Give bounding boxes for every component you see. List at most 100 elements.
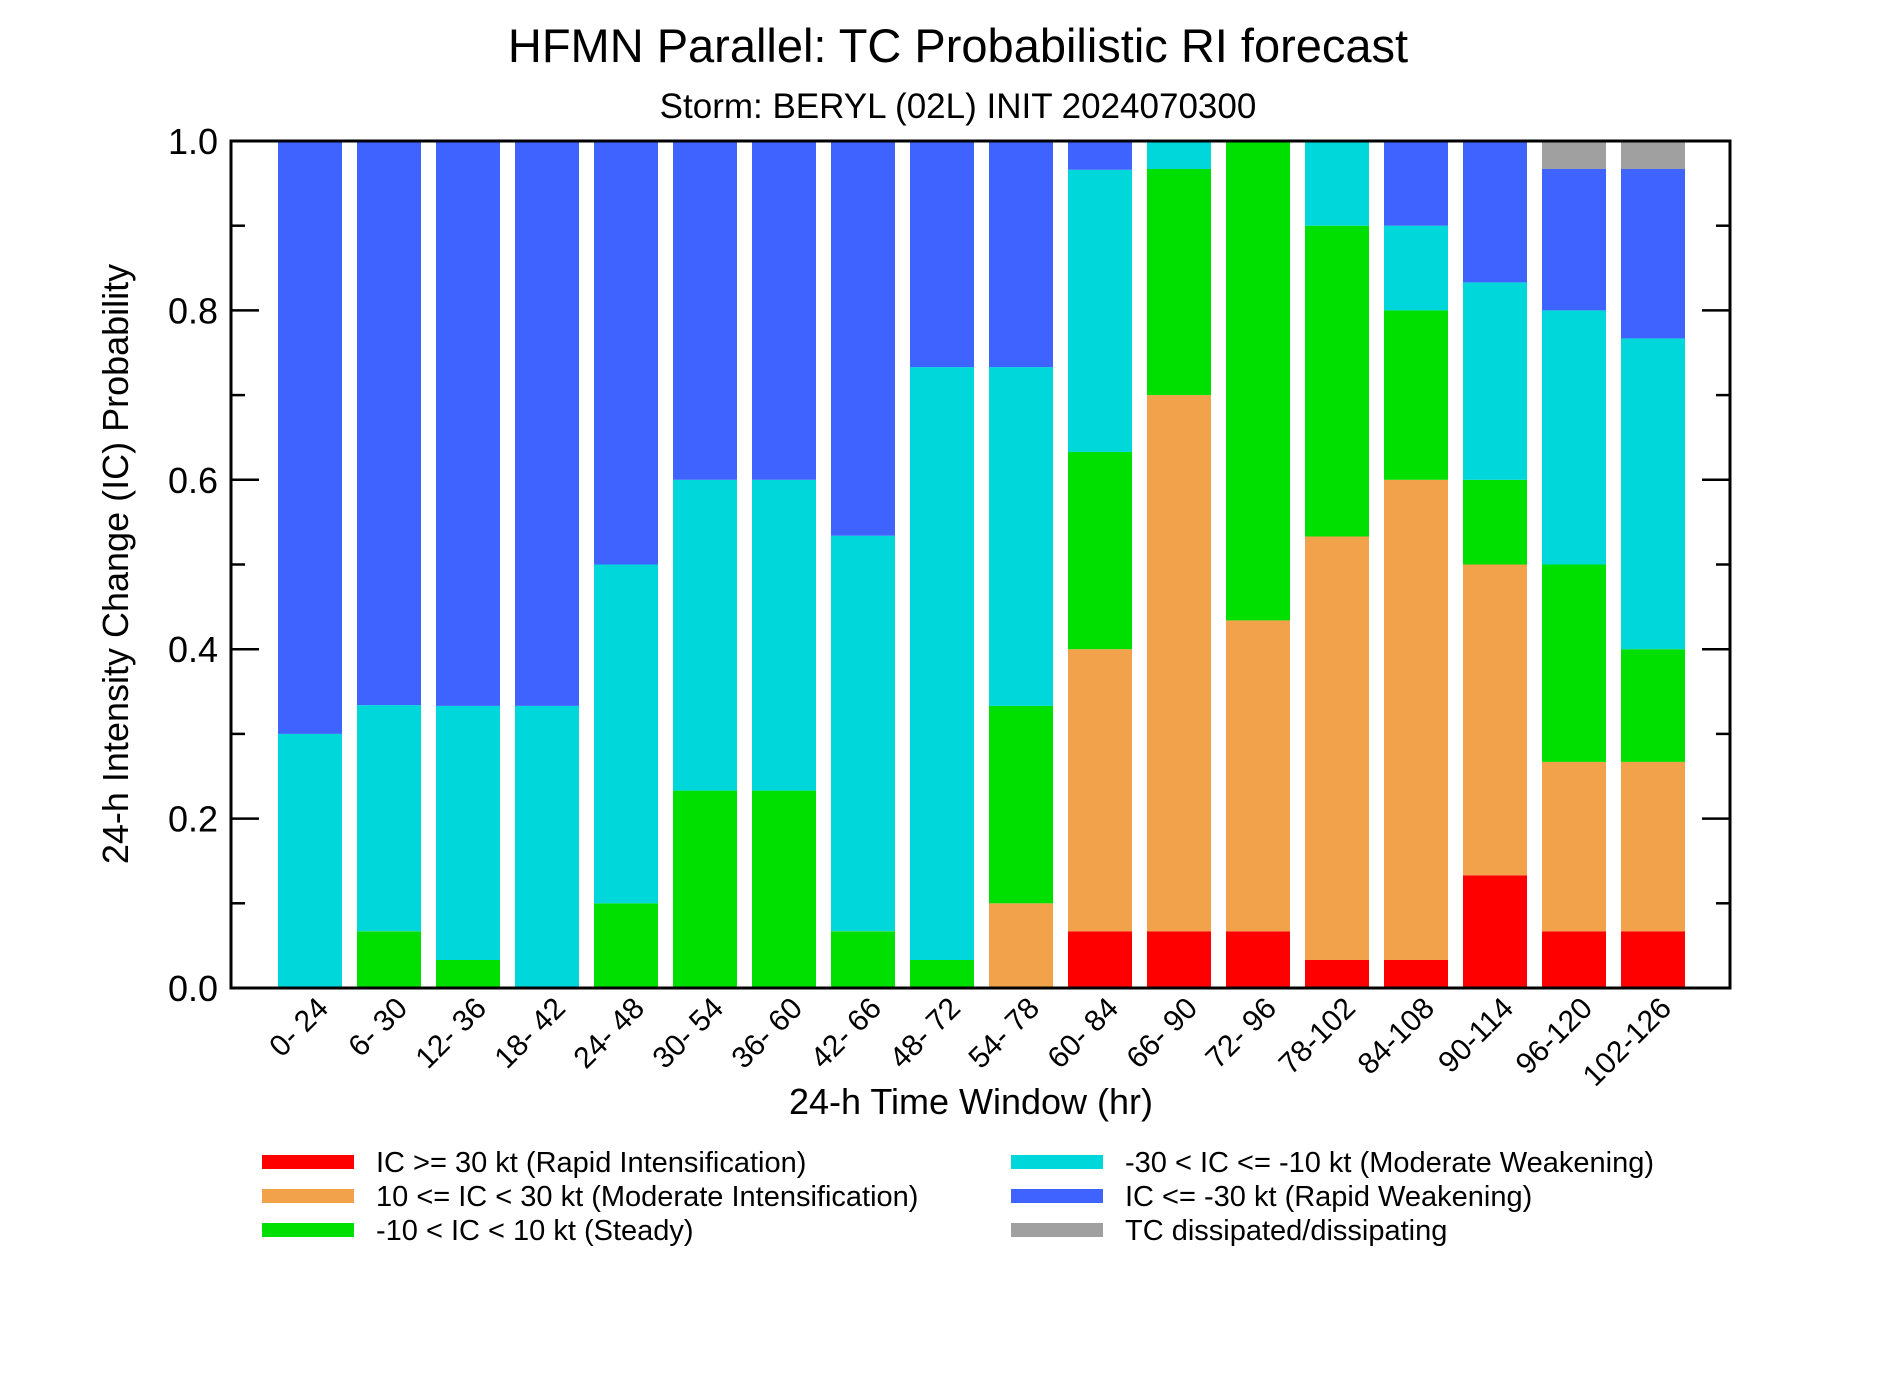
bar-segment-12-series-2 [1226,141,1290,621]
bar-segment-0-series-3 [278,733,342,988]
x-tick-label: 0- 24 [263,992,335,1064]
x-tick-label: 42- 66 [804,992,887,1075]
bar-segment-16-series-3 [1542,310,1606,565]
x-tick-label: 72- 96 [1199,992,1282,1075]
y-tick-labels: 0.0 0.2 0.4 0.6 0.8 1.0 [168,121,218,1009]
bar-segment-5-series-3 [673,479,737,791]
bar-segment-6-series-2 [752,790,816,988]
bar-segment-5-series-4 [673,141,737,480]
bar-segment-17-series-3 [1621,338,1685,650]
legend-label-0: IC >= 30 kt (Rapid Intensification) [376,1147,806,1179]
legend-swatch-5 [1011,1223,1103,1237]
legend-label-1: 10 <= IC < 30 kt (Moderate Intensificati… [376,1181,918,1213]
bar-segment-14-series-4 [1384,141,1448,226]
bar-segment-8-series-3 [910,367,974,961]
bar-segment-4-series-4 [594,141,658,565]
bar-segment-17-series-5 [1621,141,1685,169]
bar-segment-12-series-0 [1226,931,1290,988]
x-tick-label: 84-108 [1352,992,1441,1081]
y-tick-label: 0.6 [168,460,218,501]
bar-segment-5-series-2 [673,790,737,988]
bar-segment-11-series-0 [1147,931,1211,988]
bar-segment-16-series-5 [1542,141,1606,169]
bar-stacks [278,141,1685,988]
x-tick-label: 60- 84 [1041,992,1124,1075]
x-tick-label: 102-126 [1577,992,1678,1093]
x-tick-label: 24- 48 [567,992,650,1075]
bar-segment-7-series-2 [831,931,895,988]
bar-segment-3-series-3 [515,705,579,988]
x-tick-label: 12- 36 [409,992,492,1075]
bar-segment-10-series-1 [1068,649,1132,932]
bar-segment-1-series-3 [357,705,421,932]
bar-segment-0-series-4 [278,141,342,734]
legend-label-3: -30 < IC <= -10 kt (Moderate Weakening) [1125,1147,1654,1179]
bar-segment-15-series-2 [1463,479,1527,565]
x-tick-label: 36- 60 [725,992,808,1075]
bar-segment-16-series-2 [1542,564,1606,762]
bar-segment-9-series-1 [989,903,1053,988]
bar-segment-14-series-3 [1384,225,1448,311]
bar-segment-6-series-3 [752,479,816,791]
y-tick-label: 0.8 [168,290,218,331]
bar-segment-16-series-4 [1542,169,1606,311]
bar-segment-6-series-4 [752,141,816,480]
bar-segment-17-series-0 [1621,931,1685,988]
bar-segment-15-series-4 [1463,141,1527,283]
x-tick-label: 18- 42 [488,992,571,1075]
bar-segment-16-series-1 [1542,761,1606,932]
bar-segment-17-series-2 [1621,649,1685,762]
chart-subtitle: Storm: BERYL (02L) INIT 2024070300 [660,87,1257,126]
bar-segment-10-series-3 [1068,169,1132,452]
bar-segment-13-series-2 [1305,225,1369,537]
bar-segment-14-series-2 [1384,310,1448,480]
x-tick-label: 30- 54 [646,992,729,1075]
bar-segment-15-series-1 [1463,564,1527,876]
legend-swatch-4 [1011,1189,1103,1203]
bar-segment-10-series-4 [1068,141,1132,170]
bar-segment-1-series-4 [357,141,421,706]
bar-segment-12-series-1 [1226,620,1290,932]
y-tick-label: 0.2 [168,799,218,840]
bar-segment-16-series-0 [1542,931,1606,988]
legend-label-2: -10 < IC < 10 kt (Steady) [376,1215,694,1247]
legend-swatch-2 [262,1223,354,1237]
legend-swatch-1 [262,1189,354,1203]
bar-segment-2-series-4 [436,141,500,706]
x-tick-label: 54- 78 [962,992,1045,1075]
bar-segment-9-series-2 [989,705,1053,904]
bar-segment-9-series-4 [989,141,1053,368]
legend-label-4: IC <= -30 kt (Rapid Weakening) [1125,1181,1532,1213]
chart-title: HFMN Parallel: TC Probabilistic RI forec… [508,19,1408,72]
x-tick-label: 6- 30 [342,992,414,1064]
bar-segment-14-series-1 [1384,479,1448,960]
legend: IC >= 30 kt (Rapid Intensification)10 <=… [262,1147,1654,1247]
legend-label-5: TC dissipated/dissipating [1125,1215,1447,1247]
bar-segment-7-series-4 [831,141,895,536]
bar-segment-1-series-2 [357,931,421,988]
bar-segment-17-series-1 [1621,761,1685,932]
bar-segment-10-series-2 [1068,451,1132,650]
bar-segment-11-series-2 [1147,169,1211,396]
bar-segment-15-series-3 [1463,282,1527,480]
legend-swatch-3 [1011,1155,1103,1169]
bar-segment-9-series-3 [989,367,1053,706]
bar-segment-11-series-1 [1147,395,1211,932]
bar-segment-13-series-1 [1305,536,1369,960]
bar-segment-2-series-2 [436,960,500,988]
bar-segment-17-series-4 [1621,169,1685,339]
bar-segment-4-series-2 [594,903,658,988]
bar-segment-4-series-3 [594,564,658,904]
y-axis-label: 24-h Intensity Change (IC) Probability [95,264,136,864]
x-tick-label: 66- 90 [1120,992,1203,1075]
bar-segment-10-series-0 [1068,931,1132,988]
plot-frame [229,139,1732,990]
y-tick-label: 0.0 [168,968,218,1009]
bar-segment-13-series-3 [1305,141,1369,226]
y-tick-label: 0.4 [168,629,218,670]
legend-swatch-0 [262,1155,354,1169]
bar-segment-3-series-4 [515,141,579,706]
bar-segment-14-series-0 [1384,960,1448,988]
